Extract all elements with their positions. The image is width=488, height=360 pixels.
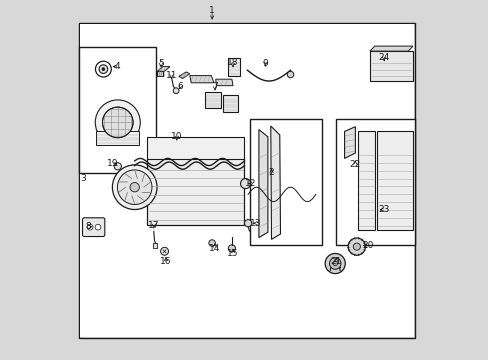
- Text: 13: 13: [250, 219, 261, 228]
- Circle shape: [244, 220, 251, 227]
- Bar: [357, 131, 374, 230]
- Text: 4: 4: [115, 62, 121, 71]
- Polygon shape: [270, 126, 280, 239]
- Text: 1: 1: [209, 6, 215, 15]
- Circle shape: [332, 261, 337, 266]
- Ellipse shape: [95, 100, 140, 145]
- Polygon shape: [215, 79, 232, 86]
- Bar: [80, 24, 413, 337]
- Text: 23: 23: [378, 205, 389, 214]
- Bar: [152, 243, 157, 248]
- Text: 17: 17: [148, 220, 159, 230]
- Circle shape: [95, 61, 111, 77]
- Bar: [376, 131, 412, 230]
- Circle shape: [228, 245, 235, 252]
- Text: 5: 5: [158, 58, 163, 68]
- Text: 3: 3: [80, 174, 86, 183]
- Text: 11: 11: [165, 71, 177, 80]
- Circle shape: [240, 179, 250, 189]
- Circle shape: [325, 253, 345, 274]
- Circle shape: [287, 71, 293, 78]
- Polygon shape: [179, 72, 189, 78]
- Polygon shape: [157, 67, 170, 71]
- Polygon shape: [157, 71, 163, 76]
- Text: 12: 12: [245, 179, 256, 188]
- Circle shape: [102, 68, 104, 71]
- Polygon shape: [369, 46, 412, 51]
- Text: 22: 22: [349, 161, 360, 169]
- Bar: [228, 58, 240, 76]
- Polygon shape: [258, 130, 267, 238]
- Text: 7: 7: [212, 82, 218, 91]
- Bar: [249, 119, 321, 245]
- Circle shape: [117, 170, 152, 204]
- Circle shape: [352, 243, 360, 250]
- Text: 9: 9: [262, 58, 268, 68]
- Text: 16: 16: [160, 256, 171, 265]
- Bar: [223, 95, 238, 112]
- Circle shape: [173, 88, 179, 94]
- Text: 10: 10: [171, 132, 182, 141]
- Circle shape: [347, 238, 365, 255]
- Circle shape: [99, 65, 107, 73]
- Circle shape: [87, 224, 93, 230]
- Circle shape: [95, 224, 101, 230]
- Ellipse shape: [102, 107, 133, 138]
- Text: 8: 8: [85, 222, 91, 231]
- Text: 20: 20: [361, 241, 372, 250]
- Text: 18: 18: [227, 58, 238, 67]
- Polygon shape: [344, 127, 355, 158]
- Bar: [79, 47, 156, 173]
- Bar: [147, 158, 244, 225]
- Text: 24: 24: [378, 53, 389, 62]
- Text: 15: 15: [227, 249, 238, 258]
- Bar: [336, 119, 415, 245]
- Circle shape: [112, 165, 157, 210]
- Bar: [147, 137, 244, 159]
- Circle shape: [114, 163, 121, 170]
- Circle shape: [329, 258, 340, 269]
- FancyBboxPatch shape: [82, 218, 104, 237]
- Bar: [204, 92, 221, 108]
- Bar: [369, 51, 412, 81]
- Text: 2: 2: [268, 168, 274, 177]
- Text: 6: 6: [177, 82, 183, 91]
- Bar: [79, 23, 415, 338]
- Circle shape: [160, 247, 168, 255]
- Bar: [96, 131, 139, 145]
- Circle shape: [130, 183, 139, 192]
- Circle shape: [208, 240, 215, 246]
- Text: 21: 21: [330, 256, 341, 265]
- Text: 14: 14: [209, 244, 220, 253]
- Text: 19: 19: [107, 159, 119, 168]
- Polygon shape: [189, 76, 213, 83]
